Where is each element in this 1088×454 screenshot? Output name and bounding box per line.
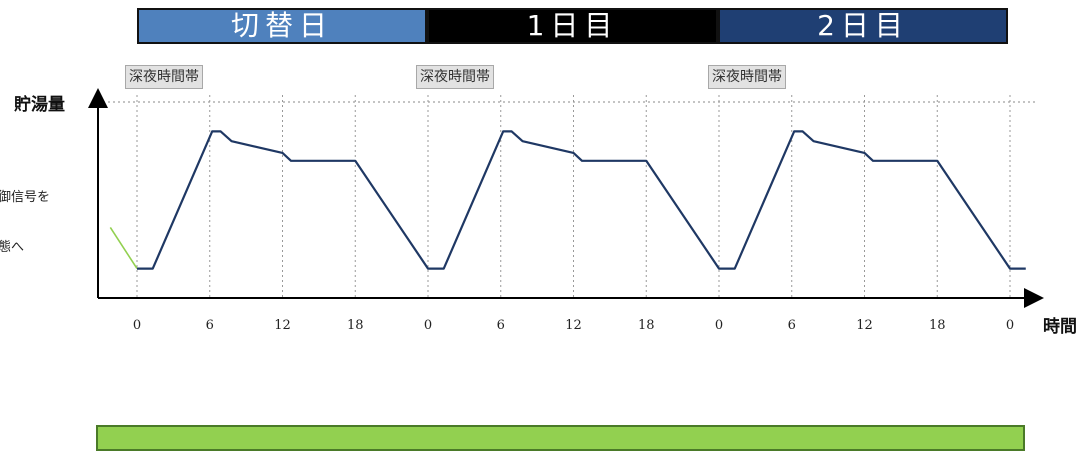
left-note-1: 御信号を xyxy=(0,190,51,205)
series xyxy=(109,130,1026,270)
x-tick-label: 6 xyxy=(206,318,214,333)
x-tick-label: 18 xyxy=(929,318,946,333)
day-bar-day-2: 2日目 xyxy=(718,8,1008,44)
grid xyxy=(98,95,1035,298)
night-band-label: 深夜時間帯 xyxy=(125,65,203,89)
x-tick-label: 12 xyxy=(565,318,582,333)
x-tick-label: 18 xyxy=(347,318,364,333)
x-tick-label: 6 xyxy=(788,318,796,333)
x-tick-label: 0 xyxy=(133,318,141,333)
left-note-2: 態へ xyxy=(0,240,25,255)
day-bar-switch-day: 切替日 xyxy=(137,8,427,44)
bottom-status-bar xyxy=(96,425,1025,451)
night-band-label: 深夜時間帯 xyxy=(416,65,494,89)
x-tick-label: 12 xyxy=(856,318,873,333)
x-axis-label: 時間 xyxy=(1043,316,1077,337)
x-tick-label: 0 xyxy=(424,318,432,333)
night-band-label: 深夜時間帯 xyxy=(708,65,786,89)
x-tick-label: 0 xyxy=(1006,318,1014,333)
y-axis-label: 貯湯量 xyxy=(14,94,65,115)
x-tick-label: 18 xyxy=(638,318,655,333)
day-bar-day-1: 1日目 xyxy=(427,8,718,44)
switch-control-line xyxy=(109,227,138,270)
storage-level-line xyxy=(137,130,1026,270)
x-tick-label: 6 xyxy=(497,318,505,333)
x-tick-label: 12 xyxy=(274,318,291,333)
x-tick-label: 0 xyxy=(715,318,723,333)
x-tick-labels: 0 6 12 18 0 6 12 18 0 6 12 18 0 xyxy=(133,318,1014,333)
